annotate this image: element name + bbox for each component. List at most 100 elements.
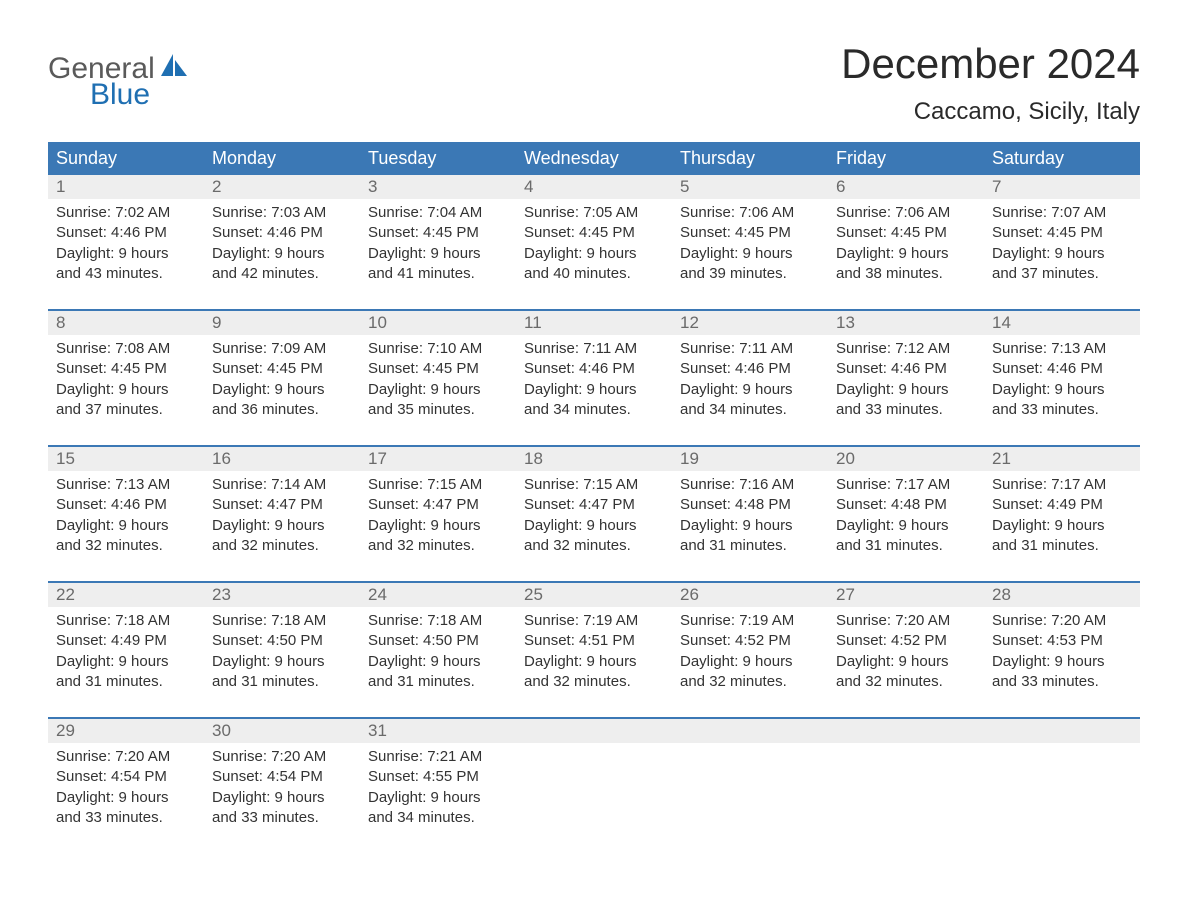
daylight-text-1: Daylight: 9 hours (992, 244, 1132, 264)
sunrise-text: Sunrise: 7:17 AM (836, 475, 976, 495)
daylight-text-2: and 42 minutes. (212, 264, 352, 284)
day-number: 30 (204, 719, 360, 743)
sunset-text: Sunset: 4:45 PM (212, 359, 352, 379)
day-cell: Sunrise: 7:06 AMSunset: 4:45 PMDaylight:… (828, 199, 984, 295)
sunrise-text: Sunrise: 7:15 AM (368, 475, 508, 495)
day-number: 26 (672, 583, 828, 607)
day-number: 8 (48, 311, 204, 335)
day-number: 9 (204, 311, 360, 335)
daylight-text-2: and 32 minutes. (56, 536, 196, 556)
sunset-text: Sunset: 4:45 PM (368, 223, 508, 243)
daylight-text-1: Daylight: 9 hours (368, 788, 508, 808)
page-subtitle: Caccamo, Sicily, Italy (841, 98, 1140, 126)
day-number: 7 (984, 175, 1140, 199)
day-cell: Sunrise: 7:16 AMSunset: 4:48 PMDaylight:… (672, 471, 828, 567)
daylight-text-2: and 32 minutes. (524, 672, 664, 692)
day-number: 14 (984, 311, 1140, 335)
sunrise-text: Sunrise: 7:13 AM (992, 339, 1132, 359)
day-cell: Sunrise: 7:07 AMSunset: 4:45 PMDaylight:… (984, 199, 1140, 295)
daylight-text-2: and 31 minutes. (992, 536, 1132, 556)
sunset-text: Sunset: 4:47 PM (368, 495, 508, 515)
sunrise-text: Sunrise: 7:05 AM (524, 203, 664, 223)
daylight-text-2: and 31 minutes. (212, 672, 352, 692)
sunrise-text: Sunrise: 7:19 AM (524, 611, 664, 631)
daylight-text-2: and 34 minutes. (524, 400, 664, 420)
day-header-cell: Friday (828, 142, 984, 175)
daylight-text-2: and 35 minutes. (368, 400, 508, 420)
daylight-text-1: Daylight: 9 hours (212, 652, 352, 672)
daylight-text-2: and 34 minutes. (368, 808, 508, 828)
daylight-text-2: and 40 minutes. (524, 264, 664, 284)
day-cell: Sunrise: 7:13 AMSunset: 4:46 PMDaylight:… (48, 471, 204, 567)
daylight-text-2: and 41 minutes. (368, 264, 508, 284)
day-cell: Sunrise: 7:11 AMSunset: 4:46 PMDaylight:… (516, 335, 672, 431)
day-cell (672, 743, 828, 839)
daylight-text-2: and 31 minutes. (680, 536, 820, 556)
daylight-text-1: Daylight: 9 hours (368, 516, 508, 536)
sunset-text: Sunset: 4:46 PM (524, 359, 664, 379)
sunset-text: Sunset: 4:50 PM (212, 631, 352, 651)
daylight-text-2: and 33 minutes. (212, 808, 352, 828)
sunrise-text: Sunrise: 7:18 AM (212, 611, 352, 631)
day-cell (984, 743, 1140, 839)
sunset-text: Sunset: 4:48 PM (836, 495, 976, 515)
daylight-text-2: and 31 minutes. (836, 536, 976, 556)
daylight-text-1: Daylight: 9 hours (836, 380, 976, 400)
logo: General Blue (48, 54, 189, 110)
sunrise-text: Sunrise: 7:13 AM (56, 475, 196, 495)
sunrise-text: Sunrise: 7:16 AM (680, 475, 820, 495)
day-number: 18 (516, 447, 672, 471)
daylight-text-1: Daylight: 9 hours (56, 380, 196, 400)
calendar-week: 1234567Sunrise: 7:02 AMSunset: 4:46 PMDa… (48, 175, 1140, 295)
sunset-text: Sunset: 4:50 PM (368, 631, 508, 651)
day-number: 20 (828, 447, 984, 471)
day-header-cell: Saturday (984, 142, 1140, 175)
day-number: 4 (516, 175, 672, 199)
daylight-text-1: Daylight: 9 hours (524, 244, 664, 264)
page-title: December 2024 (841, 40, 1140, 88)
daylight-text-1: Daylight: 9 hours (212, 380, 352, 400)
day-number: 3 (360, 175, 516, 199)
sunset-text: Sunset: 4:46 PM (992, 359, 1132, 379)
weeks-container: 1234567Sunrise: 7:02 AMSunset: 4:46 PMDa… (48, 175, 1140, 839)
sunrise-text: Sunrise: 7:17 AM (992, 475, 1132, 495)
day-number: 25 (516, 583, 672, 607)
day-cell: Sunrise: 7:11 AMSunset: 4:46 PMDaylight:… (672, 335, 828, 431)
day-number: 11 (516, 311, 672, 335)
sunrise-text: Sunrise: 7:08 AM (56, 339, 196, 359)
day-cell: Sunrise: 7:15 AMSunset: 4:47 PMDaylight:… (516, 471, 672, 567)
daylight-text-2: and 31 minutes. (368, 672, 508, 692)
daylight-text-1: Daylight: 9 hours (524, 380, 664, 400)
day-cell: Sunrise: 7:18 AMSunset: 4:50 PMDaylight:… (204, 607, 360, 703)
daylight-text-2: and 36 minutes. (212, 400, 352, 420)
day-number: 12 (672, 311, 828, 335)
day-cell: Sunrise: 7:08 AMSunset: 4:45 PMDaylight:… (48, 335, 204, 431)
daylight-text-1: Daylight: 9 hours (56, 652, 196, 672)
day-header-cell: Thursday (672, 142, 828, 175)
daylight-text-1: Daylight: 9 hours (56, 788, 196, 808)
sunrise-text: Sunrise: 7:18 AM (56, 611, 196, 631)
day-cell: Sunrise: 7:18 AMSunset: 4:50 PMDaylight:… (360, 607, 516, 703)
day-number: 17 (360, 447, 516, 471)
day-header-cell: Wednesday (516, 142, 672, 175)
day-cell: Sunrise: 7:09 AMSunset: 4:45 PMDaylight:… (204, 335, 360, 431)
daylight-text-1: Daylight: 9 hours (992, 380, 1132, 400)
sunset-text: Sunset: 4:45 PM (680, 223, 820, 243)
sunrise-text: Sunrise: 7:06 AM (836, 203, 976, 223)
daylight-text-1: Daylight: 9 hours (836, 652, 976, 672)
daynum-row: 1234567 (48, 175, 1140, 199)
day-cell: Sunrise: 7:20 AMSunset: 4:53 PMDaylight:… (984, 607, 1140, 703)
daylight-text-1: Daylight: 9 hours (992, 516, 1132, 536)
day-number: 23 (204, 583, 360, 607)
daylight-text-1: Daylight: 9 hours (368, 244, 508, 264)
sunset-text: Sunset: 4:53 PM (992, 631, 1132, 651)
day-cell: Sunrise: 7:19 AMSunset: 4:52 PMDaylight:… (672, 607, 828, 703)
daylight-text-1: Daylight: 9 hours (992, 652, 1132, 672)
sunset-text: Sunset: 4:52 PM (680, 631, 820, 651)
sunrise-text: Sunrise: 7:20 AM (836, 611, 976, 631)
day-cell: Sunrise: 7:20 AMSunset: 4:54 PMDaylight:… (48, 743, 204, 839)
sunset-text: Sunset: 4:47 PM (212, 495, 352, 515)
day-cell: Sunrise: 7:14 AMSunset: 4:47 PMDaylight:… (204, 471, 360, 567)
daylight-text-2: and 32 minutes. (836, 672, 976, 692)
sunset-text: Sunset: 4:52 PM (836, 631, 976, 651)
